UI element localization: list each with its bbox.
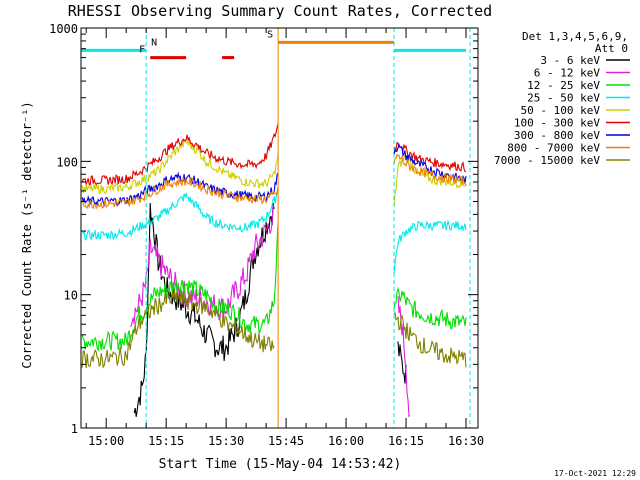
series-9-line-part-2 xyxy=(393,311,467,368)
legend-entry-label: 800 - 7000 keV xyxy=(507,142,600,155)
y-tick-label: 100 xyxy=(56,155,78,169)
x-tick-label: 16:15 xyxy=(388,434,424,448)
x-tick-label: 15:00 xyxy=(88,434,124,448)
y-axis-label: Corrected Count Rate (s⁻¹ detector⁻¹) xyxy=(20,101,34,368)
chart-title: RHESSI Observing Summary Count Rates, Co… xyxy=(68,2,492,20)
legend-header-line2: Att 0 xyxy=(595,42,628,55)
plot-frame xyxy=(80,27,479,429)
x-tick-label: 16:00 xyxy=(328,434,364,448)
legend-entry-label: 50 - 100 keV xyxy=(521,104,601,117)
y-tick-label: 1 xyxy=(71,422,78,436)
plot-area xyxy=(81,28,471,428)
flags-layer: NF S xyxy=(81,29,467,60)
flag-f-label: F xyxy=(139,45,145,56)
series-2-line-part-2 xyxy=(397,296,411,418)
series-8-line-part-2 xyxy=(393,153,467,186)
series-6-line-part-2 xyxy=(393,141,466,173)
series-9-line xyxy=(81,289,275,369)
series-4-line xyxy=(82,192,279,242)
x-tick-label: 15:15 xyxy=(148,434,184,448)
flag-n-label: N xyxy=(151,37,157,48)
legend-entry-label: 300 - 800 keV xyxy=(514,129,600,142)
legend-entry-label: 100 - 300 keV xyxy=(514,117,600,130)
x-tick-label: 15:30 xyxy=(208,434,244,448)
series-7-line xyxy=(81,171,279,208)
series-4-line-part-2 xyxy=(393,219,467,275)
series-6-line xyxy=(81,123,279,186)
legend-header-line1: Det 1,3,4,5,6,9, xyxy=(522,30,628,43)
series-3-line xyxy=(81,222,279,352)
series-1-line-part-2 xyxy=(397,341,407,384)
legend-entry-label: 25 - 50 keV xyxy=(527,92,600,105)
series-3-line-part-2 xyxy=(393,286,467,331)
legend-entry-label: 6 - 12 keV xyxy=(534,67,601,80)
series-1-line xyxy=(133,202,275,417)
x-axis-label: Start Time (15-May-04 14:53:42) xyxy=(159,457,402,472)
flag-s-label: S xyxy=(267,29,273,40)
legend-entry-label: 3 - 6 keV xyxy=(540,54,600,67)
axes-layer: 1 10 100 1000 15:00 15:15 15:30 15:45 16:00 16:15… xyxy=(49,22,484,448)
y-tick-label: 1000 xyxy=(49,22,78,36)
legend-entry-label: 7000 - 15000 keV xyxy=(494,154,600,167)
x-tick-label: 15:45 xyxy=(268,434,304,448)
legend-entry-label: 12 - 25 keV xyxy=(527,79,600,92)
date-stamp: 17-Oct-2021 12:29 xyxy=(554,469,636,478)
y-tick-label: 10 xyxy=(64,289,78,303)
series-5-line xyxy=(81,138,279,195)
series-8-line xyxy=(81,176,279,210)
x-tick-label: 16:30 xyxy=(448,434,484,448)
